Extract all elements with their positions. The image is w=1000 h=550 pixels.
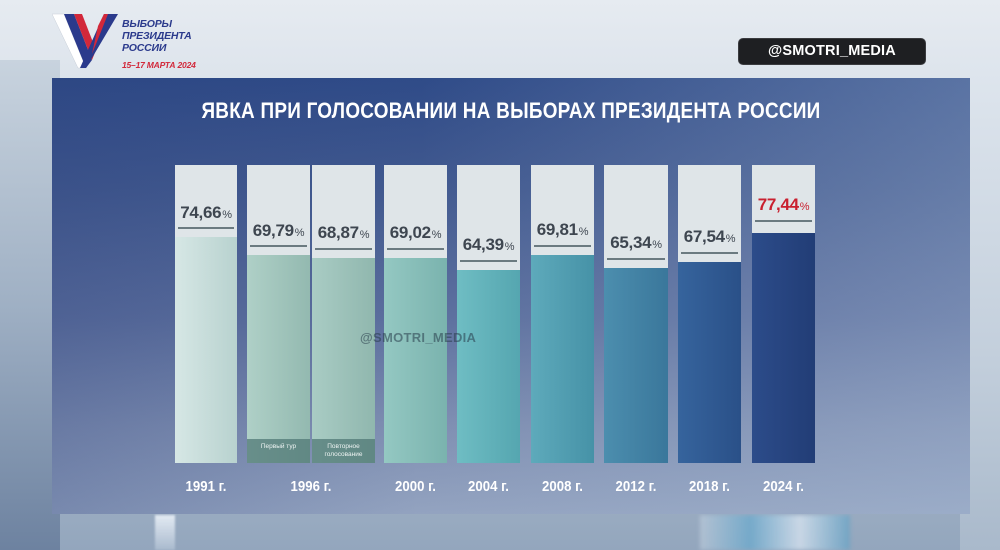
logo-line-3: РОССИИ bbox=[122, 42, 167, 54]
value-underline bbox=[534, 245, 591, 247]
value-underline bbox=[178, 227, 234, 229]
logo-line-1: ВЫБОРЫ bbox=[122, 18, 172, 30]
bar-2012: 65,34% bbox=[604, 165, 668, 463]
year-label: 2012 г. bbox=[615, 478, 657, 495]
bar-fill bbox=[384, 258, 447, 463]
bar-fill bbox=[678, 262, 741, 463]
bar-fill bbox=[604, 268, 668, 463]
bar-value: 65,34% bbox=[610, 233, 662, 252]
background-left bbox=[0, 60, 60, 550]
bar-value: 67,54% bbox=[683, 227, 736, 246]
year-label: 1991 г. bbox=[185, 478, 227, 495]
value-underline bbox=[387, 248, 444, 250]
bar-value: 68,87% bbox=[317, 223, 370, 242]
elections-logo: ВЫБОРЫ ПРЕЗИДЕНТА РОССИИ 15–17 МАРТА 202… bbox=[52, 10, 232, 74]
background-decoration bbox=[155, 515, 175, 550]
value-underline bbox=[315, 248, 372, 250]
bar-2024: 77,44% bbox=[752, 165, 815, 463]
value-underline bbox=[755, 220, 812, 222]
year-label: 2008 г. bbox=[542, 478, 583, 495]
bar-annotation: Повторное голосование bbox=[312, 439, 375, 463]
bar-2004: 64,39% bbox=[457, 165, 520, 463]
year-label: 2004 г. bbox=[468, 478, 509, 495]
bar-value: 69,02% bbox=[389, 223, 442, 242]
bar-value-highlighted: 77,44% bbox=[757, 195, 810, 214]
bar-fill bbox=[531, 255, 594, 463]
bar-fill bbox=[752, 233, 815, 463]
year-label: 2024 г. bbox=[763, 478, 804, 495]
value-underline bbox=[250, 245, 307, 247]
year-label: 2000 г. bbox=[395, 478, 436, 495]
logo-title: ВЫБОРЫ ПРЕЗИДЕНТА РОССИИ bbox=[122, 18, 192, 54]
watermark-overlay: @SMOTRI_MEDIA bbox=[360, 330, 477, 345]
bar-value: 69,79% bbox=[252, 221, 305, 240]
checkmark-v-logo-icon bbox=[52, 13, 118, 69]
bar-1996-first-round: 69,79% Первый тур bbox=[247, 165, 310, 463]
chart-title: ЯВКА ПРИ ГОЛОСОВАНИИ НА ВЫБОРАХ ПРЕЗИДЕН… bbox=[201, 98, 821, 123]
chart-panel: ЯВКА ПРИ ГОЛОСОВАНИИ НА ВЫБОРАХ ПРЕЗИДЕН… bbox=[52, 78, 970, 514]
bar-2008: 69,81% bbox=[531, 165, 594, 463]
logo-dates: 15–17 МАРТА 2024 bbox=[122, 60, 196, 70]
logo-line-2: ПРЕЗИДЕНТА bbox=[122, 30, 192, 42]
value-underline bbox=[681, 252, 738, 254]
year-label: 2018 г. bbox=[689, 478, 730, 495]
bar-annotation: Первый тур bbox=[247, 439, 310, 463]
value-underline bbox=[607, 258, 665, 260]
bar-fill: Повторное голосование bbox=[312, 258, 375, 463]
bar-fill bbox=[457, 270, 520, 463]
bar-value: 64,39% bbox=[462, 235, 515, 254]
bar-2018: 67,54% bbox=[678, 165, 741, 463]
background-decoration bbox=[700, 515, 850, 550]
bar-chart: 74,66% 69,79% Первый тур 68,87% Повторно… bbox=[52, 78, 970, 514]
year-label: 1996 г. bbox=[290, 478, 332, 495]
bar-fill bbox=[175, 237, 237, 463]
bar-1996-second-round: 68,87% Повторное голосование bbox=[312, 165, 375, 463]
value-underline bbox=[460, 260, 517, 262]
bar-2000: 69,02% bbox=[384, 165, 447, 463]
bar-1991: 74,66% bbox=[175, 165, 237, 463]
bar-value: 74,66% bbox=[180, 203, 232, 222]
bar-value: 69,81% bbox=[536, 220, 589, 239]
watermark-badge: @SMOTRI_MEDIA bbox=[738, 38, 926, 65]
bar-fill: Первый тур bbox=[247, 255, 310, 463]
